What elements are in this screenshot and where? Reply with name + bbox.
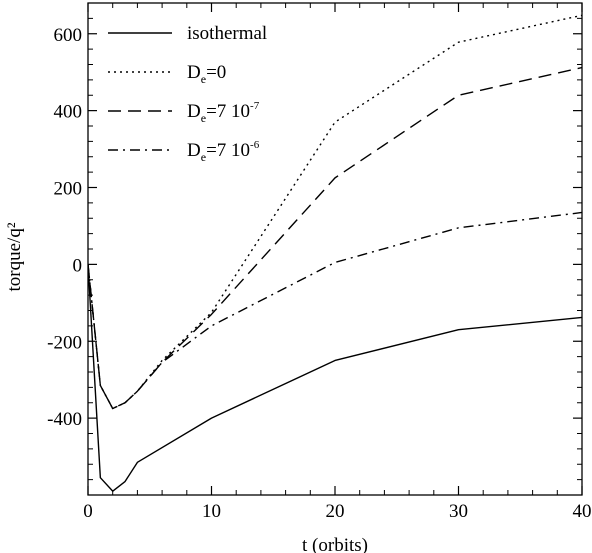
series-line-4 bbox=[88, 211, 582, 410]
series-layer bbox=[88, 14, 582, 492]
legend-label-2: De=0 bbox=[187, 62, 226, 86]
plot-frame bbox=[87, 2, 583, 496]
y-tick-label: -400 bbox=[47, 409, 82, 430]
y-axis-label: torque/q² bbox=[4, 222, 25, 291]
legend-label-1: isothermal bbox=[187, 23, 267, 44]
series-line-3 bbox=[88, 66, 582, 410]
y-tick-label: 0 bbox=[73, 255, 83, 276]
y-tick-label: 200 bbox=[54, 179, 83, 200]
x-tick-label: 40 bbox=[573, 501, 592, 522]
y-tick-label: -200 bbox=[47, 332, 82, 353]
y-tick-label: 600 bbox=[54, 25, 83, 46]
legend: isothermal De=0 De=7 10-7 De=7 10-6 bbox=[108, 23, 267, 164]
x-axis-label: t (orbits) bbox=[302, 535, 368, 553]
x-tick-label: 30 bbox=[449, 501, 468, 522]
ticks-layer: 0 10 20 30 40 -400 -200 0 200 400 600 bbox=[47, 2, 592, 522]
x-tick-label: 0 bbox=[83, 501, 93, 522]
legend-label-3: De=7 10-7 bbox=[187, 100, 260, 125]
legend-label-4: De=7 10-6 bbox=[187, 139, 260, 164]
y-tick-label: 400 bbox=[54, 102, 83, 123]
x-tick-label: 20 bbox=[326, 501, 345, 522]
series-line-1 bbox=[88, 264, 582, 492]
series-line-2 bbox=[88, 14, 582, 410]
x-tick-label: 10 bbox=[202, 501, 221, 522]
